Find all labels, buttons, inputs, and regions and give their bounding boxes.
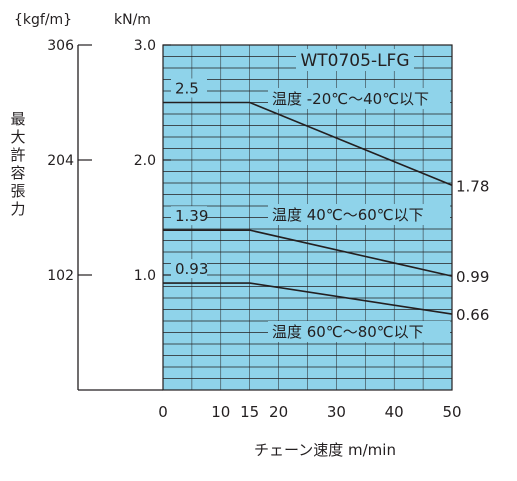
series-line (163, 282, 453, 315)
kgf-tick-label: 102 (47, 268, 74, 284)
x-axis-title: チェーン速度 m/min (254, 441, 396, 459)
chart-labels: WT0705-LFG 温度 -20℃～40℃以下 2.5 1.78 温度 40℃～60℃… (171, 49, 489, 342)
series-start-value: 2.5 (175, 80, 199, 98)
x-tick-label: 50 (442, 403, 461, 421)
x-tick-label: 10 (211, 403, 230, 421)
kgf-tick-label: 204 (47, 153, 74, 169)
plot-border (162, 44, 453, 391)
series-name-label: 温度 60℃～80℃以下 (272, 323, 424, 341)
start-value-bg (171, 206, 207, 226)
y-axis-title-char: 許 (10, 146, 25, 164)
series-end-value: 0.99 (456, 268, 489, 286)
y-axis-title-char: 力 (10, 200, 25, 218)
series-label-bg (268, 321, 450, 342)
y-axis-title-char: 張 (10, 182, 25, 200)
series-end-value: 0.66 (456, 306, 489, 324)
series-lines (163, 101, 453, 315)
y-axis-title-char: 容 (10, 164, 25, 182)
kgf-unit-label: {kgf/m} (14, 12, 72, 28)
kn-tick-label: 3.0 (134, 38, 156, 54)
series-start-value: 0.93 (175, 260, 208, 278)
series-end-value: 1.78 (456, 177, 489, 195)
series-label-bg (268, 88, 450, 109)
kn-tick-label: 1.0 (134, 268, 156, 284)
series-label-bg (268, 204, 450, 225)
kn-unit-label: kN/m (114, 12, 151, 28)
start-value-bg (171, 259, 207, 279)
x-tick-label: 15 (240, 403, 259, 421)
x-tick-label: 30 (327, 403, 346, 421)
series-name-label: 温度 40℃～60℃以下 (272, 206, 424, 224)
y-axis-title-char: 大 (10, 128, 25, 146)
x-tick-label: 40 (385, 403, 404, 421)
x-tick-label: 0 (158, 403, 168, 421)
title-box (296, 49, 414, 71)
kgf-tick-label: 306 (47, 38, 74, 54)
series-line (163, 101, 453, 187)
series-line (163, 229, 453, 277)
y-axis-title-char: 最 (10, 110, 25, 128)
plot-frame (162, 44, 453, 391)
kn-tick-label: 2.0 (134, 153, 156, 169)
series-start-value: 1.39 (175, 207, 208, 225)
start-value-bg (171, 78, 207, 98)
series-name-label: 温度 -20℃～40℃以下 (272, 90, 429, 108)
chart-title: WT0705-LFG (300, 51, 409, 71)
x-tick-label: 20 (269, 403, 288, 421)
